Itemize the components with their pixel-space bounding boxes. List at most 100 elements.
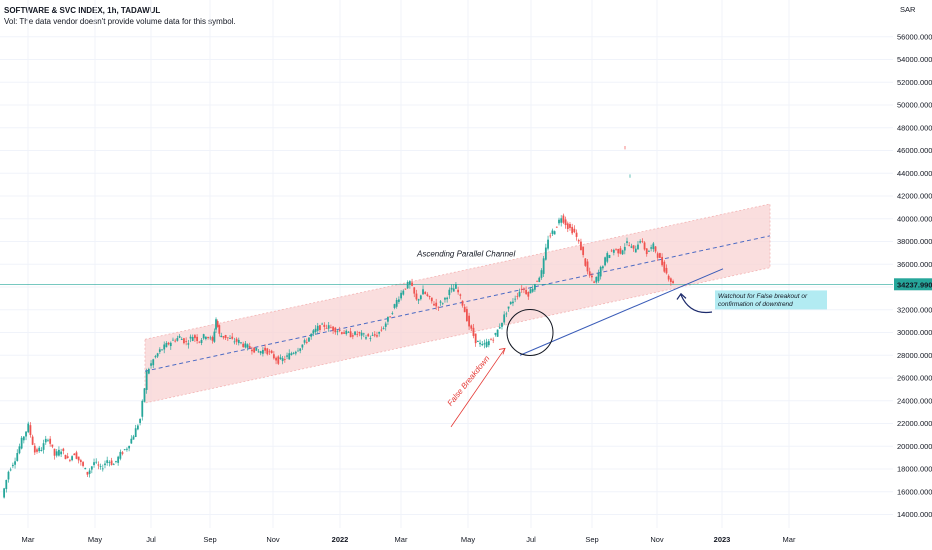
candle-body bbox=[290, 353, 293, 356]
candle-body bbox=[71, 456, 73, 461]
candle-body bbox=[209, 337, 212, 339]
candle-body bbox=[281, 358, 284, 362]
candle-body bbox=[362, 333, 365, 335]
candle-body bbox=[167, 342, 170, 345]
candle-body bbox=[95, 461, 98, 463]
candle-body bbox=[639, 241, 642, 243]
candle-body bbox=[533, 284, 536, 290]
candle-body bbox=[626, 241, 628, 243]
candle-body bbox=[470, 325, 473, 329]
candle-body bbox=[68, 459, 71, 461]
candle-body bbox=[215, 319, 217, 330]
candle-body bbox=[525, 290, 528, 295]
candle-body bbox=[165, 342, 168, 348]
candle-body bbox=[439, 301, 442, 303]
candle-body bbox=[648, 250, 650, 252]
candle-body bbox=[42, 443, 45, 450]
candle-body bbox=[150, 363, 152, 366]
candle-body bbox=[49, 438, 52, 444]
candle-body bbox=[523, 288, 525, 290]
time-tick-label: Jul bbox=[526, 535, 536, 544]
candle-body bbox=[435, 302, 438, 307]
candle-body bbox=[652, 243, 655, 250]
callout-line-1: Watchout for False breakout or bbox=[718, 293, 808, 300]
candle-body bbox=[606, 253, 609, 262]
candle-body bbox=[514, 298, 517, 300]
candle-body bbox=[404, 288, 407, 290]
candle-body bbox=[196, 336, 199, 341]
price-tick-label: 22000.000 bbox=[897, 419, 932, 428]
candle-body bbox=[297, 350, 299, 352]
candle-body bbox=[332, 326, 334, 331]
candle-body bbox=[411, 282, 413, 286]
candle-body bbox=[5, 479, 8, 490]
candle-body bbox=[301, 344, 304, 348]
candles bbox=[3, 145, 674, 499]
candle-body bbox=[266, 348, 269, 355]
candle-body bbox=[387, 316, 389, 322]
candle-body bbox=[560, 218, 563, 223]
candle-body bbox=[520, 288, 523, 290]
candle-body bbox=[288, 353, 291, 360]
candle-body bbox=[474, 333, 477, 344]
candle-body bbox=[235, 338, 238, 342]
candle-body bbox=[417, 299, 420, 301]
support-trendline bbox=[519, 268, 724, 356]
candle-body bbox=[189, 336, 192, 339]
price-tick-label: 44000.000 bbox=[897, 169, 932, 178]
candle-body bbox=[99, 466, 102, 468]
candle-body bbox=[397, 299, 400, 302]
candle-body bbox=[101, 468, 104, 470]
candle-body bbox=[11, 464, 14, 467]
candle-body bbox=[549, 235, 552, 237]
candle-body bbox=[595, 276, 598, 283]
candle-body bbox=[110, 460, 113, 465]
price-tick-label: 42000.000 bbox=[897, 192, 932, 201]
candle-body bbox=[270, 350, 273, 354]
candle-body bbox=[408, 281, 411, 285]
candle-body bbox=[294, 351, 297, 354]
candle-body bbox=[661, 256, 663, 266]
candle-body bbox=[479, 342, 481, 345]
candle-body bbox=[481, 343, 484, 346]
candle-body bbox=[487, 341, 490, 346]
price-tick-label: 28000.000 bbox=[897, 351, 932, 360]
candle-body bbox=[551, 230, 554, 234]
candle-body bbox=[36, 449, 38, 452]
candle-body bbox=[465, 309, 468, 322]
candle-body bbox=[33, 445, 36, 453]
candle-body bbox=[659, 253, 661, 258]
candle-body bbox=[207, 336, 209, 339]
candle-body bbox=[455, 284, 457, 289]
candle-body bbox=[643, 242, 646, 250]
candle-body bbox=[119, 451, 122, 459]
candle-body bbox=[216, 321, 219, 327]
candle-body bbox=[419, 295, 422, 300]
candle-body bbox=[194, 335, 196, 339]
candle-body bbox=[264, 347, 267, 351]
candle-body bbox=[382, 328, 385, 330]
price-axis: 14000.000 16000.000 18000.000 20000.000 2200… bbox=[894, 5, 932, 519]
candle-body bbox=[573, 228, 576, 233]
time-tick-label: Sep bbox=[203, 535, 216, 544]
candle-body bbox=[509, 301, 512, 305]
candle-body bbox=[413, 287, 416, 294]
candle-body bbox=[428, 296, 431, 298]
candle-body bbox=[518, 291, 521, 297]
candle-body bbox=[90, 466, 93, 470]
time-tick-label: Nov bbox=[650, 535, 664, 544]
candle-body bbox=[531, 288, 534, 292]
candle-body bbox=[356, 333, 359, 335]
candle-body bbox=[400, 292, 402, 299]
candle-body bbox=[259, 351, 262, 354]
candle-body bbox=[547, 239, 549, 249]
candle-body bbox=[211, 337, 214, 341]
time-tick-label: Sep bbox=[585, 535, 598, 544]
candle-body bbox=[507, 306, 510, 309]
candle-body bbox=[496, 329, 499, 337]
candle-body bbox=[20, 437, 23, 449]
curved-arrow bbox=[680, 294, 713, 314]
price-tick-label: 20000.000 bbox=[897, 442, 932, 451]
chart-title: SOFTWARE & SVC INDEX, 1h, TADAWUL bbox=[4, 6, 161, 15]
